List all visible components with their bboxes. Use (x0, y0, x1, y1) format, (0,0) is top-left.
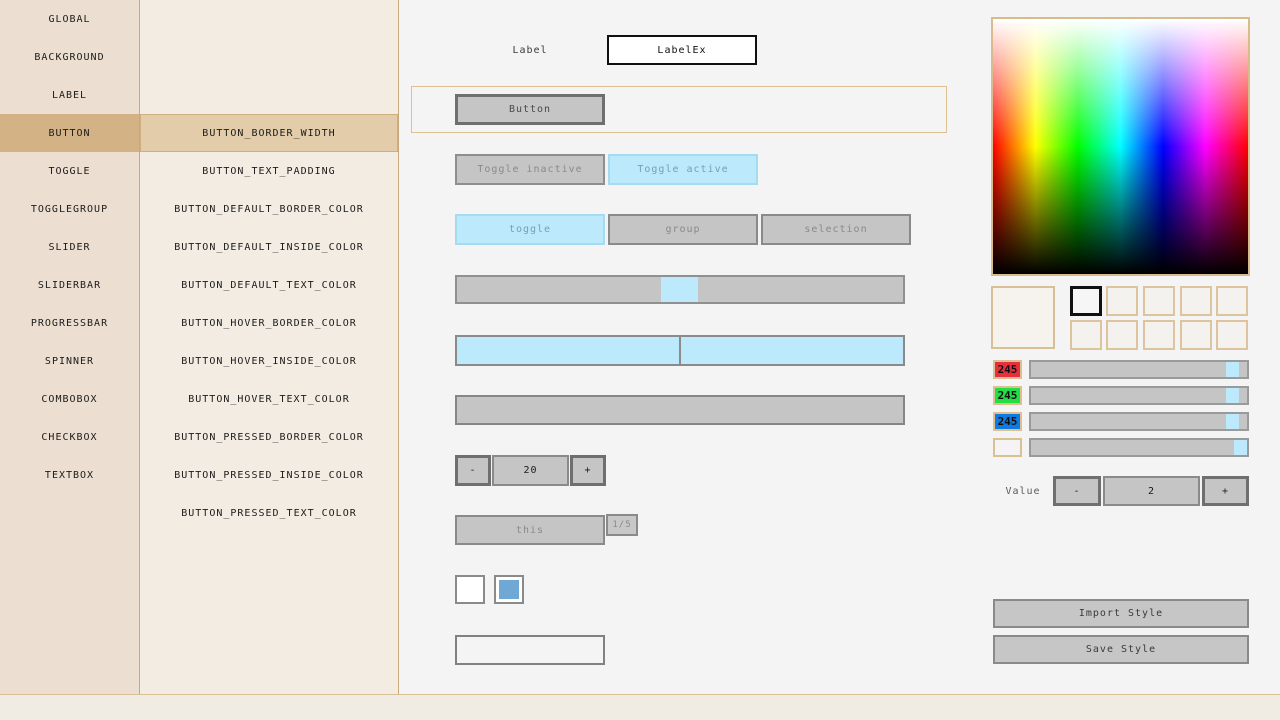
sidebar-item-textbox[interactable]: TEXTBOX (44, 469, 95, 481)
preview-spinner-minus-button[interactable]: - (455, 455, 491, 486)
preview-combobox-page-badge: 1/5 (606, 514, 638, 536)
property-list: BUTTON_BORDER_WIDTH BUTTON_TEXT_PADDING … (140, 0, 399, 694)
color-slot-10[interactable] (1216, 320, 1248, 350)
property-button-default-inside-color[interactable]: BUTTON_DEFAULT_INSIDE_COLOR (174, 241, 364, 253)
import-style-button[interactable]: Import Style (993, 599, 1249, 628)
green-slider-handle[interactable] (1226, 388, 1239, 403)
property-list-spacer (140, 0, 398, 114)
preview-togglegroup-selection[interactable]: selection (761, 214, 911, 245)
sidebar-item-checkbox[interactable]: CHECKBOX (41, 431, 98, 443)
value-plus-button[interactable]: + (1202, 476, 1249, 506)
property-button-hover-border-color[interactable]: BUTTON_HOVER_BORDER_COLOR (181, 317, 357, 329)
property-button-hover-text-color[interactable]: BUTTON_HOVER_TEXT_COLOR (188, 393, 350, 405)
current-color-swatch[interactable] (991, 286, 1055, 349)
red-channel-value: 245 (993, 360, 1022, 379)
save-style-button[interactable]: Save Style (993, 635, 1249, 664)
preview-checkbox-unchecked[interactable] (455, 575, 485, 604)
color-slot-4[interactable] (1180, 286, 1212, 316)
sidebar-item-label[interactable]: LABEL (51, 89, 88, 101)
widget-preview-panel: Label LabelEx Button Toggle inactive Tog… (400, 0, 960, 694)
blue-channel-slider[interactable] (1029, 412, 1249, 431)
sidebar-item-toggle[interactable]: TOGGLE (48, 165, 91, 177)
property-button-pressed-text-color[interactable]: BUTTON_PRESSED_TEXT_COLOR (181, 507, 357, 519)
sidebar-item-spinner[interactable]: SPINNER (44, 355, 95, 367)
preview-sliderbar[interactable] (455, 335, 905, 366)
selected-property-highlight (411, 86, 947, 133)
property-button-default-border-color[interactable]: BUTTON_DEFAULT_BORDER_COLOR (174, 203, 364, 215)
preview-checkbox-checked[interactable] (494, 575, 524, 604)
preview-togglegroup-toggle[interactable]: toggle (455, 214, 605, 245)
sidebar-item-sliderbar[interactable]: SLIDERBAR (37, 279, 102, 291)
alpha-channel-slider[interactable] (1029, 438, 1249, 457)
bottom-bar (0, 694, 1280, 720)
sidebar-item-togglegroup[interactable]: TOGGLEGROUP (30, 203, 109, 215)
alpha-channel-swatch (993, 438, 1022, 457)
property-button-default-text-color[interactable]: BUTTON_DEFAULT_TEXT_COLOR (181, 279, 357, 291)
blue-slider-handle[interactable] (1226, 414, 1239, 429)
blue-channel-value: 245 (993, 412, 1022, 431)
preview-combobox[interactable]: this (455, 515, 605, 545)
property-button-text-padding[interactable]: BUTTON_TEXT_PADDING (202, 165, 336, 177)
color-slot-3[interactable] (1143, 286, 1175, 316)
preview-label-textbox[interactable]: LabelEx (607, 35, 757, 65)
color-slot-7[interactable] (1106, 320, 1138, 350)
color-slot-9[interactable] (1180, 320, 1212, 350)
sidebar-item-background[interactable]: BACKGROUND (34, 51, 105, 63)
red-channel-slider[interactable] (1029, 360, 1249, 379)
color-slot-2[interactable] (1106, 286, 1138, 316)
sidebar-item-global[interactable]: GLOBAL (48, 13, 91, 25)
sidebar-item-progressbar[interactable]: PROGRESSBAR (30, 317, 109, 329)
green-channel-slider[interactable] (1029, 386, 1249, 405)
color-slot-1[interactable] (1070, 286, 1102, 316)
property-button-pressed-border-color[interactable]: BUTTON_PRESSED_BORDER_COLOR (174, 431, 364, 443)
preview-label-caption: Label (512, 44, 548, 56)
checkbox-check-mark (499, 580, 519, 599)
property-button-pressed-inside-color[interactable]: BUTTON_PRESSED_INSIDE_COLOR (174, 469, 364, 481)
preview-toggle-active[interactable]: Toggle active (608, 154, 758, 185)
color-slot-8[interactable] (1143, 320, 1175, 350)
green-channel-value: 245 (993, 386, 1022, 405)
color-slot-5[interactable] (1216, 286, 1248, 316)
preview-spinner-value[interactable]: 20 (492, 455, 569, 486)
value-field[interactable]: 2 (1103, 476, 1200, 506)
preview-toggle-inactive[interactable]: Toggle inactive (455, 154, 605, 185)
alpha-slider-handle[interactable] (1234, 440, 1247, 455)
preview-spinner-plus-button[interactable]: + (570, 455, 606, 486)
sidebar-item-button[interactable]: BUTTON (0, 114, 139, 152)
preview-sliderbar-divider[interactable] (679, 337, 681, 364)
preview-progressbar (455, 395, 905, 425)
color-picker-gradient[interactable] (991, 17, 1250, 276)
preview-slider-handle[interactable] (661, 277, 698, 302)
red-slider-handle[interactable] (1226, 362, 1239, 377)
property-button-border-width[interactable]: BUTTON_BORDER_WIDTH (140, 114, 398, 152)
preview-button[interactable]: Button (455, 94, 605, 125)
property-button-hover-inside-color[interactable]: BUTTON_HOVER_INSIDE_COLOR (181, 355, 357, 367)
color-panel: 245 245 245 Value - 2 + Import Style Sav… (960, 0, 1280, 694)
color-slot-6[interactable] (1070, 320, 1102, 350)
sidebar-item-combobox[interactable]: COMBOBOX (41, 393, 98, 405)
preview-togglegroup-group[interactable]: group (608, 214, 758, 245)
sidebar-item-slider[interactable]: SLIDER (48, 241, 91, 253)
value-minus-button[interactable]: - (1053, 476, 1101, 506)
preview-slider[interactable] (455, 275, 905, 304)
category-sidebar: GLOBAL BACKGROUND LABEL BUTTON TOGGLE TO… (0, 0, 140, 694)
value-caption: Value (1005, 485, 1041, 497)
preview-textbox[interactable] (455, 635, 605, 665)
